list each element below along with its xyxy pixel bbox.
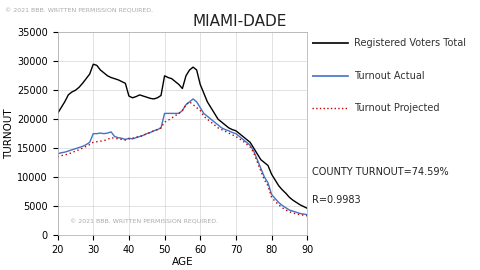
Turnout Actual <box>247 144 253 147</box>
Text: Turnout Actual: Turnout Actual <box>354 70 425 81</box>
Text: © 2021 BBB. WRITTEN PERMISSION REQUIRED.: © 2021 BBB. WRITTEN PERMISSION REQUIRED. <box>70 220 218 225</box>
Registered Voters Total <box>180 87 185 90</box>
Turnout Actual <box>55 152 60 156</box>
Registered Voters Total <box>90 63 96 66</box>
Turnout Projected <box>304 214 310 217</box>
X-axis label: AGE: AGE <box>171 257 193 267</box>
Turnout Projected <box>176 112 182 115</box>
Turnout Actual <box>190 97 196 100</box>
Registered Voters Total <box>208 106 214 109</box>
Text: MIAMI-DADE: MIAMI-DADE <box>193 14 287 29</box>
Line: Registered Voters Total: Registered Voters Total <box>58 64 307 208</box>
Y-axis label: TURNOUT: TURNOUT <box>4 108 14 159</box>
Turnout Projected <box>55 155 60 158</box>
Turnout Actual <box>126 137 132 140</box>
Registered Voters Total <box>247 141 253 144</box>
Turnout Projected <box>294 212 300 216</box>
Text: R=0.9983: R=0.9983 <box>312 195 360 205</box>
Text: © 2021 BBB. WRITTEN PERMISSION REQUIRED.: © 2021 BBB. WRITTEN PERMISSION REQUIRED. <box>5 8 153 13</box>
Line: Turnout Actual: Turnout Actual <box>58 99 307 215</box>
Registered Voters Total <box>130 96 135 99</box>
Turnout Projected <box>126 137 132 140</box>
Turnout Projected <box>62 153 68 157</box>
Turnout Actual <box>294 211 300 214</box>
Registered Voters Total <box>304 207 310 210</box>
Registered Voters Total <box>294 201 300 204</box>
Line: Turnout Projected: Turnout Projected <box>58 102 307 216</box>
Turnout Actual <box>304 213 310 216</box>
Turnout Actual <box>176 112 182 115</box>
Registered Voters Total <box>55 112 60 115</box>
Registered Voters Total <box>62 100 68 103</box>
Turnout Projected <box>208 120 214 124</box>
Text: Turnout Projected: Turnout Projected <box>354 103 440 113</box>
Turnout Actual <box>62 151 68 154</box>
Turnout Projected <box>187 100 192 103</box>
Turnout Projected <box>247 145 253 149</box>
Text: Registered Voters Total: Registered Voters Total <box>354 38 467 48</box>
Turnout Actual <box>208 117 214 121</box>
Text: COUNTY TURNOUT=74.59%: COUNTY TURNOUT=74.59% <box>312 167 449 177</box>
